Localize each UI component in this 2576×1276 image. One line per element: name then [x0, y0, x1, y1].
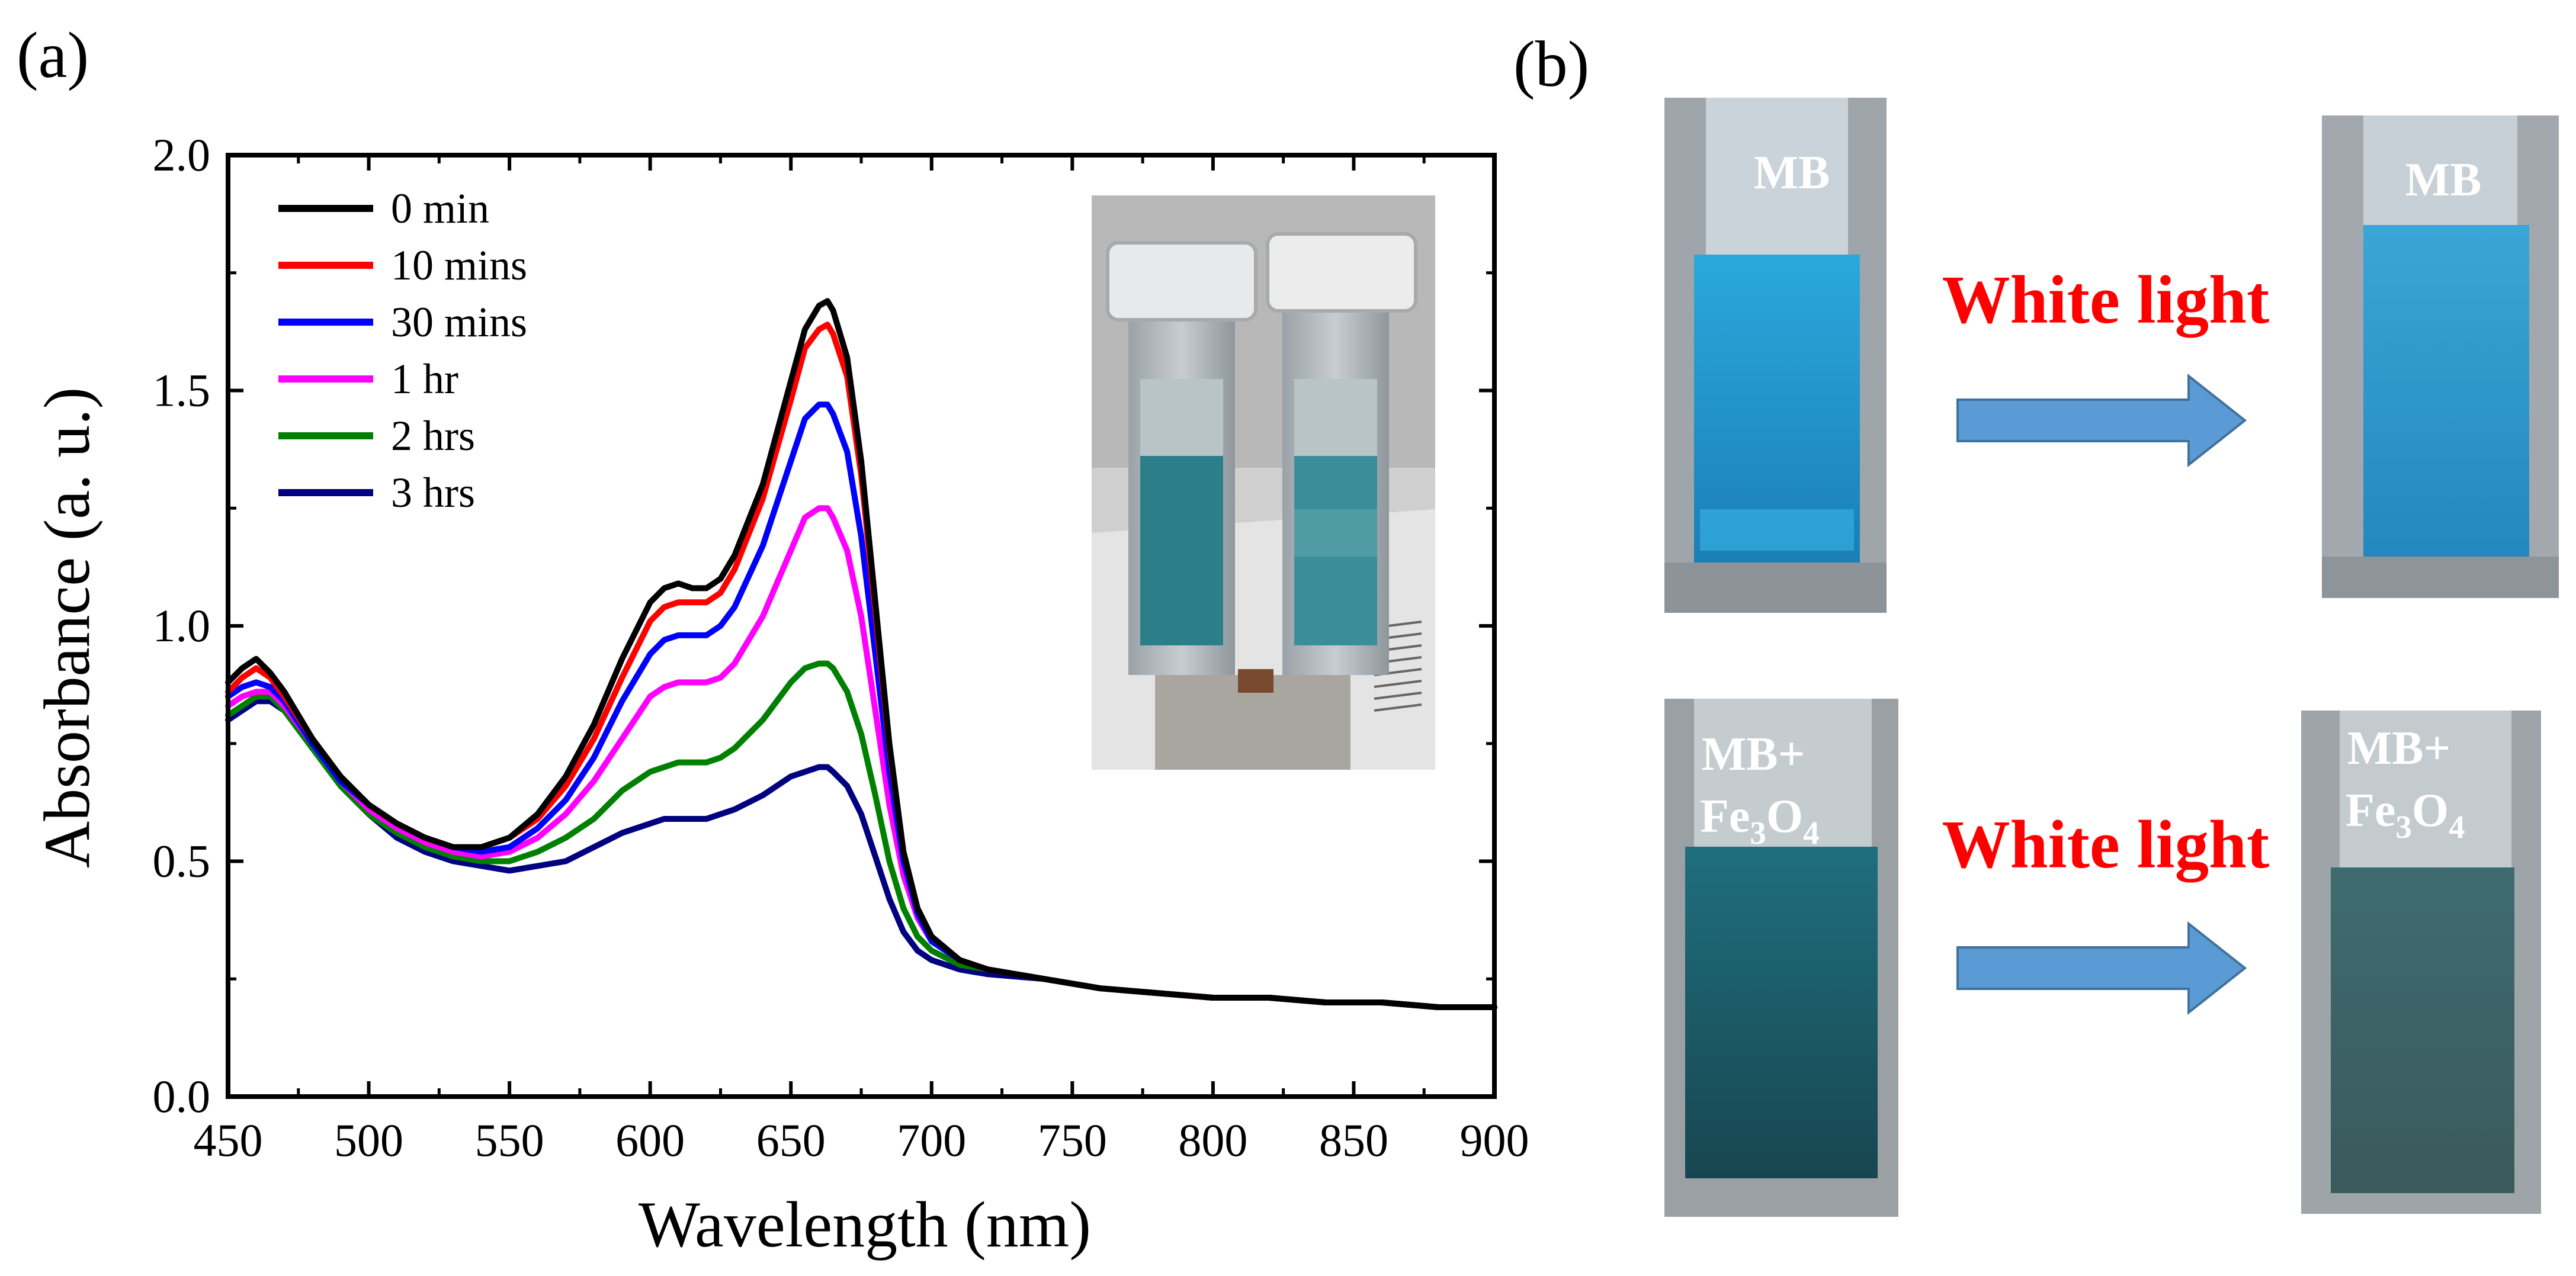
series-lines: [225, 298, 1497, 1010]
x-tick-label: 650: [756, 1114, 826, 1166]
x-tick-label: 550: [475, 1114, 544, 1166]
legend-label: 10 mins: [391, 242, 527, 289]
panel-a-label: (a): [17, 19, 89, 91]
inset-photo: [1092, 195, 1435, 770]
x-tick-label: 800: [1178, 1114, 1247, 1166]
y-axis-label: Absorbance (a. u.): [31, 387, 103, 868]
label-mbfe-after-sub2: 4: [2449, 809, 2465, 845]
label-white-light-bottom: White light: [1942, 807, 2270, 882]
x-tick-label: 500: [334, 1114, 403, 1166]
tick-labels: 450 500 550 600 650 700 750 800 850 900 0.0 0.5 1.0 1…: [153, 129, 1529, 1166]
label-mbfe-after-line1: MB+: [2347, 722, 2450, 774]
label-mb-before: MB: [1754, 147, 1830, 199]
label-mbfe-after-fe: Fe: [2346, 785, 2395, 837]
legend-label: 30 mins: [391, 298, 527, 346]
arrow-bottom: White light: [1942, 807, 2270, 1015]
photo-mbfe-before: MB+ Fe3O4: [1664, 699, 1898, 1217]
arrow-top: White light: [1942, 262, 2270, 468]
legend-label: 1 hr: [391, 355, 458, 403]
x-tick-label: 450: [194, 1114, 263, 1166]
photo-mb-before: MB: [1664, 98, 1887, 613]
label-white-light-top: White light: [1942, 262, 2270, 338]
label-mbfe-before-o: O: [1766, 790, 1803, 843]
photo-mbfe-after: MB+ Fe3O4: [2301, 711, 2541, 1214]
y-tick-label: 1.5: [153, 365, 211, 416]
svg-text:Fe3O4: Fe3O4: [1700, 790, 1820, 851]
x-tick-label: 600: [615, 1114, 685, 1166]
y-tick-label: 0.0: [153, 1071, 211, 1122]
y-tick-label: 2.0: [153, 129, 211, 181]
y-tick-label: 0.5: [153, 835, 211, 887]
label-mbfe-after-sub1: 3: [2395, 809, 2412, 845]
series-line-0-min: [225, 298, 1497, 1010]
panel-b-label: (b): [1513, 28, 1589, 100]
y-tick-label: 1.0: [153, 600, 211, 651]
legend-label: 3 hrs: [391, 469, 475, 516]
x-tick-label: 700: [897, 1114, 966, 1166]
x-tick-label: 900: [1460, 1114, 1529, 1166]
legend: 0 min 10 mins 30 mins 1 hr 2 hrs 3 hrs: [278, 185, 527, 516]
x-tick-label: 850: [1319, 1114, 1388, 1166]
chart: 450 500 550 600 650 700 750 800 850 900 0.0 0.5 1.0 1…: [31, 129, 1529, 1261]
x-tick-label: 750: [1038, 1114, 1107, 1166]
plot-frame: [226, 153, 1497, 1099]
svg-text:Fe3O4: Fe3O4: [2346, 785, 2465, 845]
label-mb-after: MB: [2405, 154, 2482, 206]
label-mbfe-after-o: O: [2412, 785, 2449, 837]
label-mbfe-before-line1: MB+: [1702, 728, 1805, 780]
photo-mb-after: MB: [2322, 115, 2559, 598]
label-mbfe-before-sub2: 4: [1803, 815, 1820, 851]
label-mbfe-before-sub1: 3: [1750, 815, 1766, 851]
x-axis-label: Wavelength (nm): [639, 1188, 1091, 1261]
label-mbfe-before-fe: Fe: [1700, 790, 1750, 843]
legend-label: 0 min: [391, 185, 489, 232]
legend-label: 2 hrs: [391, 412, 475, 459]
